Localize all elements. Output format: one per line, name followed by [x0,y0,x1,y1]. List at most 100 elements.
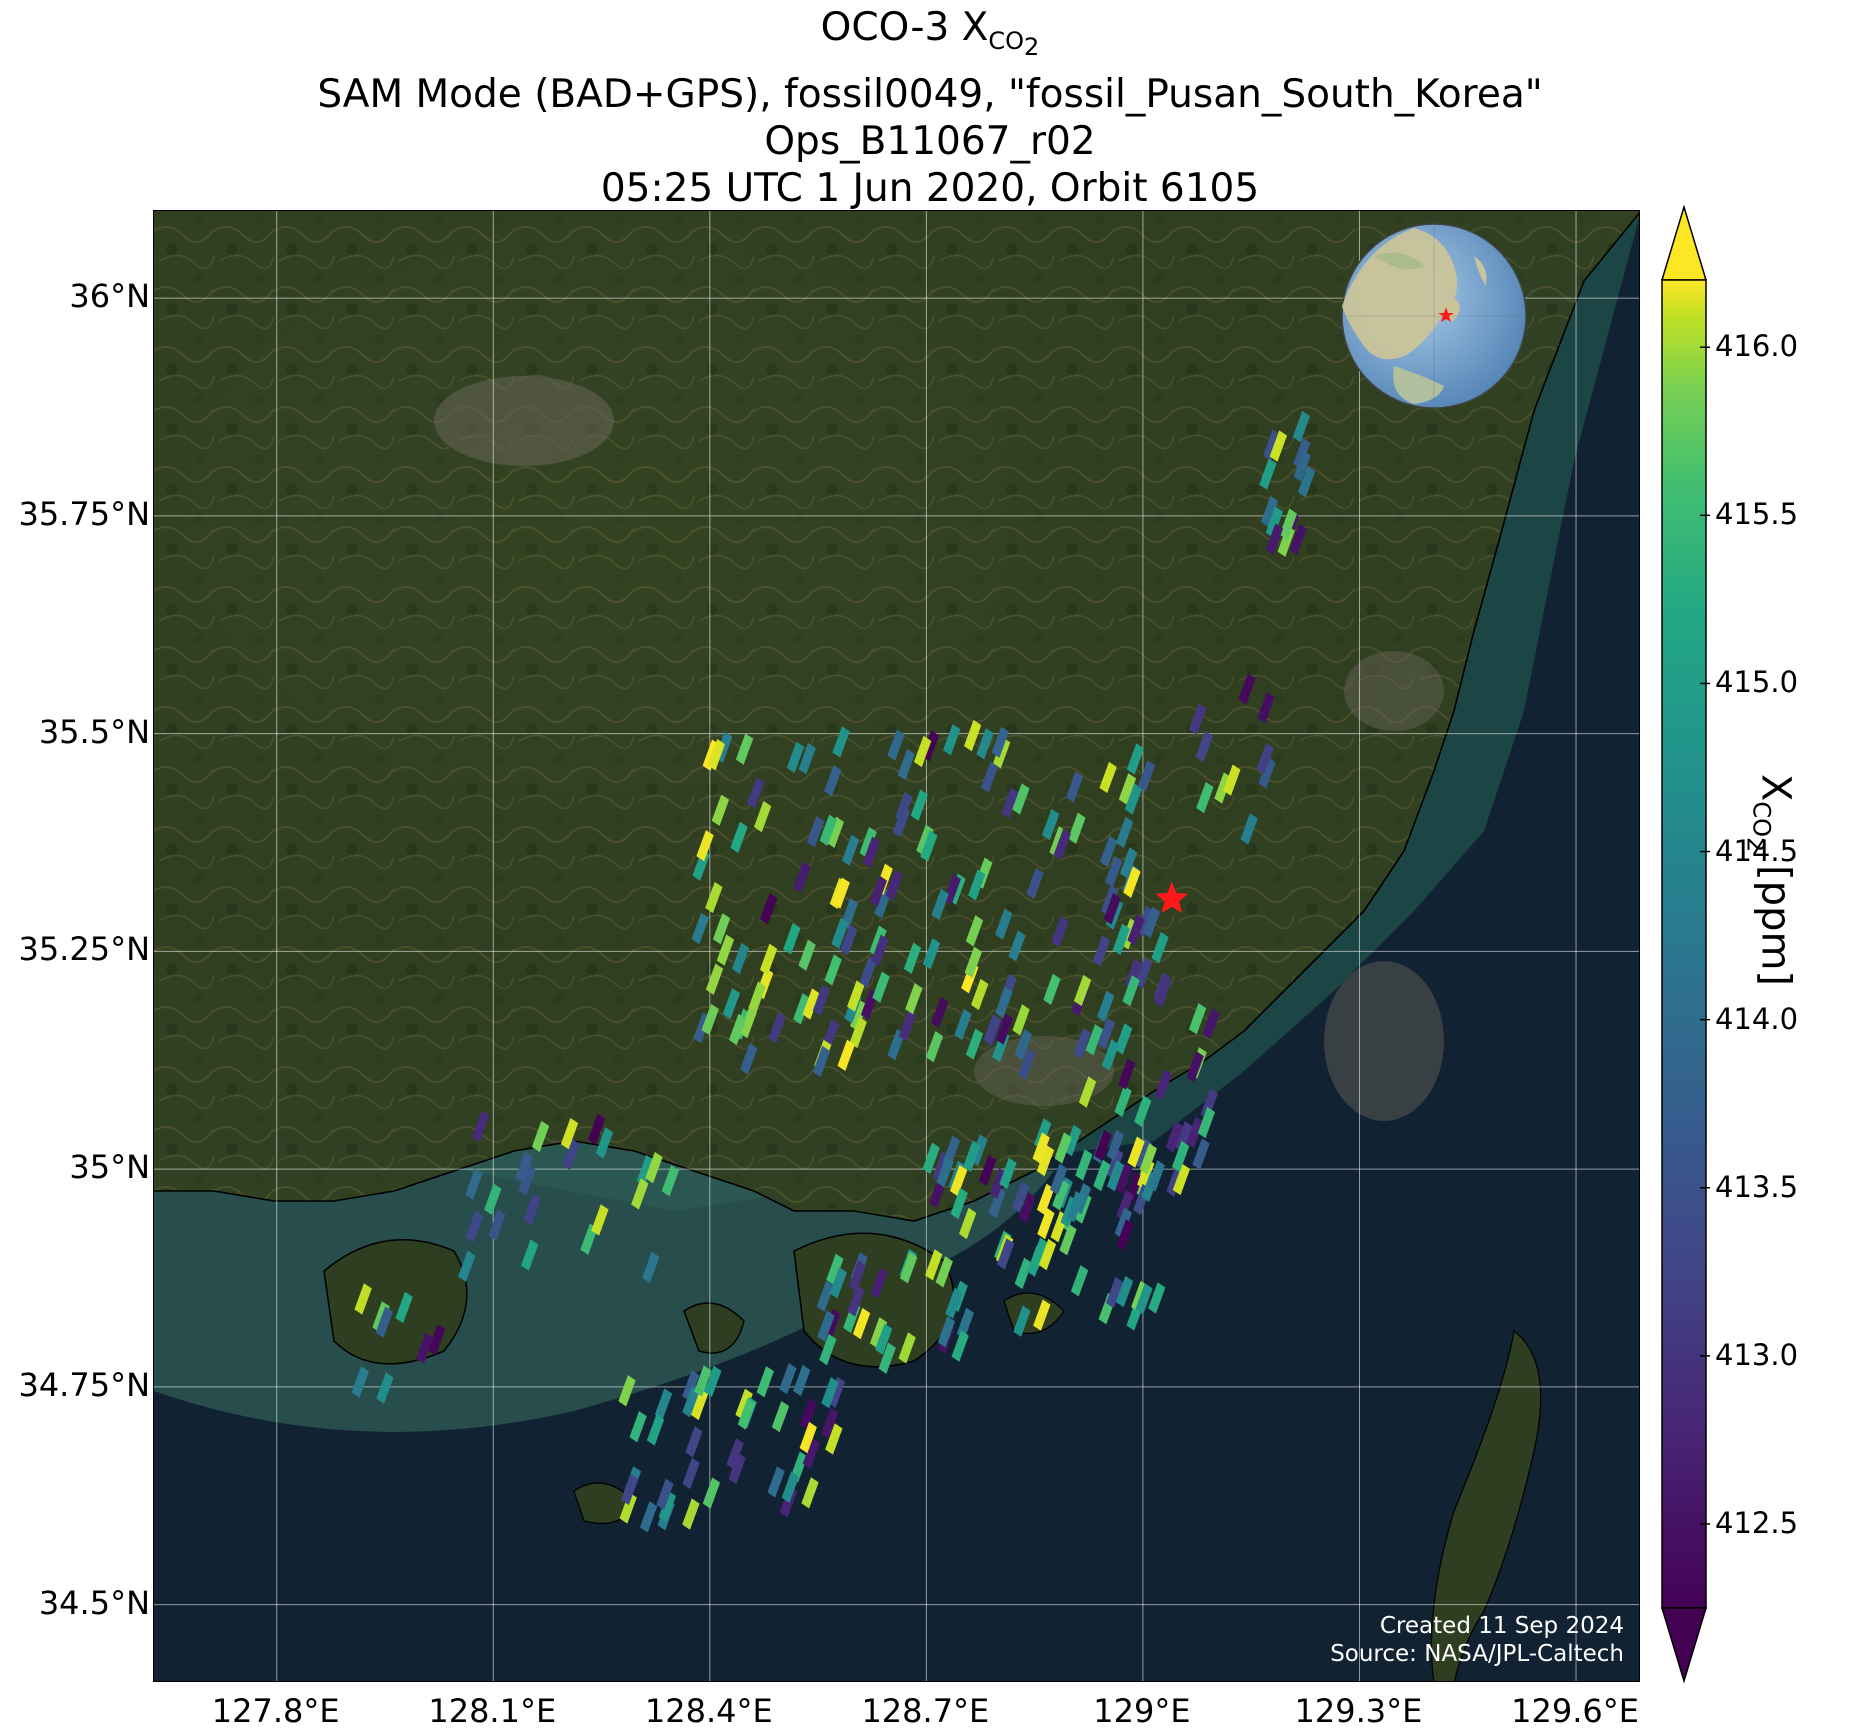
xco2-footprint [1196,781,1214,814]
colorbar-extend-max [1660,205,1708,281]
xco2-footprint [1099,761,1117,794]
xco2-footprint [1097,990,1115,1022]
xco2-footprint [1197,1106,1216,1139]
xco2-footprint [963,1140,981,1173]
xco2-footprint [759,943,778,976]
xco2-footprint [1075,1149,1093,1181]
xco2-footprint [1036,1183,1055,1215]
xco2-footprint [1018,1048,1036,1080]
xco2-footprint [595,1127,614,1159]
xco2-footprint [465,1211,484,1243]
xco2-footprint [875,1323,893,1355]
xco2-footprint [1012,1004,1030,1036]
xco2-footprint [591,1204,609,1236]
xco2-footprint [871,934,889,966]
xco2-footprint [728,1013,747,1046]
xco2-footprint [1137,760,1156,792]
xco2-footprint [465,1168,483,1200]
lat-tick-label: 35.25°N [18,930,150,969]
xco2-footprint [996,1238,1015,1270]
xco2-footprint [897,748,915,781]
island-tsushima [1430,1329,1542,1681]
xco2-footprint [1126,743,1145,775]
xco2-footprint [1124,958,1143,990]
xco2-footprint [1054,1132,1072,1164]
colorbar-tick-label: 416.0 [1715,329,1799,364]
xco2-footprint [472,1110,490,1143]
xco2-footprint [1101,1039,1120,1071]
xco2-footprint [1171,1140,1190,1173]
map-panel[interactable] [153,210,1640,1682]
xco2-footprint [840,924,858,956]
xco2-footprint [816,1280,835,1312]
urban-area-busan [1324,961,1444,1121]
colorbar-tick-label: 415.0 [1715,665,1799,700]
xco2-footprint [1258,757,1276,789]
xco2-footprint [375,1306,394,1338]
xco2-footprint [1014,1028,1032,1061]
xco2-footprint [799,1398,817,1430]
lat-tick-label: 36°N [69,277,150,316]
xco2-footprint [1279,508,1298,540]
lat-tick-label: 34.75°N [18,1365,150,1404]
xco2-footprint [560,1117,579,1150]
xco2-footprint [682,1385,700,1418]
xco2-footprint [682,1498,700,1530]
xco2-footprint [806,816,825,848]
created-date: Created 11 Sep 2024 [1379,1613,1624,1639]
xco2-footprint [781,1471,799,1503]
xco2-footprint [621,1473,639,1506]
xco2-footprint [1134,1095,1152,1127]
xco2-footprint [979,1154,997,1186]
xco2-footprint [910,789,929,821]
xco2-footprint [1093,1159,1111,1192]
xco2-footprint [826,1253,844,1286]
xco2-footprint [685,1426,703,1458]
xco2-footprint [821,1377,839,1409]
xco2-footprint [639,1501,658,1533]
title-line-4: 05:25 UTC 1 Jun 2020, Orbit 6105 [600,165,1260,211]
xco2-footprint [1008,930,1026,962]
xco2-footprint [837,1039,855,1072]
xco2-footprint [799,1421,817,1454]
xco2-footprint [428,1323,446,1356]
source-credit: Source: NASA/JPL-Caltech [1330,1641,1624,1667]
map-canvas[interactable] [154,211,1640,1682]
xco2-footprint [716,934,735,966]
xco2-footprint [1127,1136,1145,1168]
xco2-footprint [817,1310,835,1342]
xco2-footprint [1142,906,1161,938]
xco2-footprint [992,737,1011,769]
xco2-footprint [903,942,922,974]
xco2-footprint [484,1183,502,1215]
xco2-footprint [1195,730,1213,763]
xco2-footprint [1052,1179,1070,1211]
xco2-footprint [943,723,961,756]
colorbar-extend-min [1660,1607,1708,1684]
xco2-footprint [869,925,887,957]
xco2-footprint [914,735,932,768]
xco2-footprint [826,816,844,849]
xco2-footprint [636,1154,655,1187]
xco2-footprint [995,986,1013,1019]
target-star-icon[interactable] [1155,881,1189,914]
xco2-footprint [980,761,999,793]
xco2-footprint [767,1466,785,1498]
xco2-footprint [905,982,923,1015]
xco2-footprint [1041,808,1060,841]
xco2-footprint [841,834,860,867]
xco2-footprint [965,1028,984,1060]
xco2-footprint [819,1333,837,1366]
xco2-footprint [964,946,982,978]
colorbar-tick-label: 415.5 [1715,497,1799,532]
xco2-footprint [705,881,723,914]
urban-area-daegu [434,376,614,466]
xco2-footprint [737,1398,756,1430]
lon-tick-label: 127.8°E [211,1692,340,1730]
xco2-footprint [619,1492,637,1524]
xco2-footprint [802,988,820,1020]
xco2-footprint [646,1414,665,1446]
xco2-footprint [656,1478,674,1510]
xco2-footprint [1238,673,1256,705]
colorbar-label: XCO2 [ppm] [1741,773,1799,987]
